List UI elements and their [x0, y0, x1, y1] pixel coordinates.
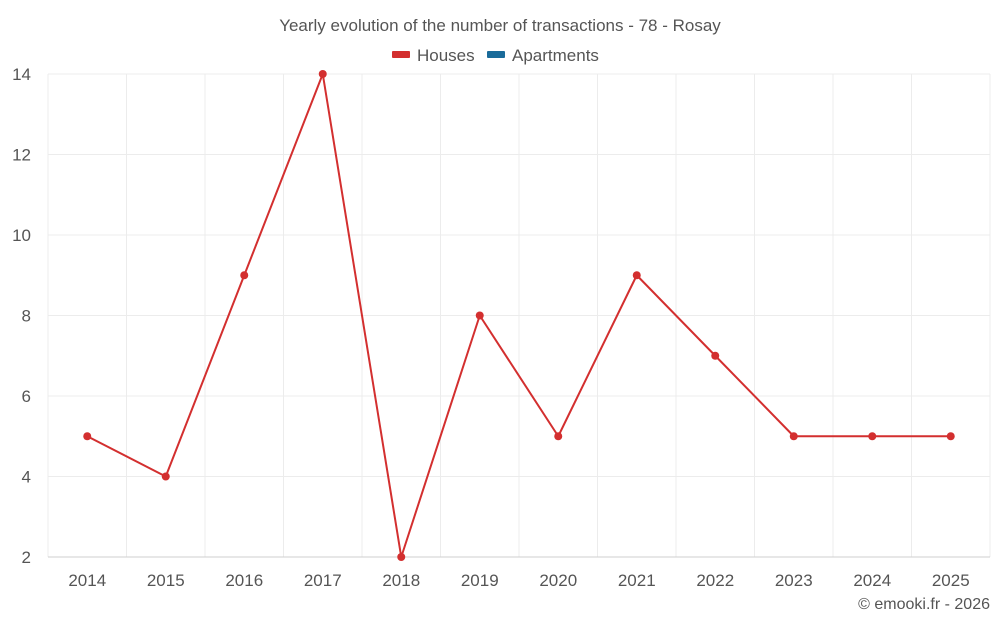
data-point-houses-2016[interactable]: [240, 271, 249, 280]
legend-item-houses[interactable]: Houses: [392, 46, 475, 65]
x-tick-label: 2020: [539, 571, 577, 590]
axes: 2 4 6 8 10 12 14 2014 2015 2016 2017 2018 2019 2020 20…: [12, 65, 990, 590]
x-tick-label: 2024: [853, 571, 891, 590]
y-tick-label: 6: [22, 387, 31, 406]
data-point-houses-2020[interactable]: [554, 432, 563, 441]
legend-item-apartments[interactable]: Apartments: [487, 46, 599, 65]
x-tick-label: 2016: [225, 571, 263, 590]
legend-swatch-apartments: [487, 51, 505, 58]
data-point-houses-2018[interactable]: [397, 553, 406, 561]
y-tick-label: 2: [22, 548, 31, 567]
x-tick-label: 2018: [382, 571, 420, 590]
legend: Houses Apartments: [392, 46, 599, 65]
y-tick-label: 14: [12, 65, 31, 84]
x-tick-label: 2015: [147, 571, 185, 590]
data-point-houses-2022[interactable]: [711, 351, 720, 360]
legend-label-apartments: Apartments: [512, 46, 599, 65]
footer-credit: © emooki.fr - 2026: [858, 596, 990, 613]
x-tick-label: 2017: [304, 571, 342, 590]
data-point-houses-2017[interactable]: [318, 70, 327, 78]
data-point-houses-2015[interactable]: [161, 472, 170, 481]
grid: [47, 73, 991, 557]
y-tick-label: 12: [12, 146, 31, 165]
data-point-houses-2019[interactable]: [475, 311, 484, 320]
x-tick-label: 2023: [775, 571, 813, 590]
data-point-houses-2014[interactable]: [83, 432, 92, 441]
y-tick-label: 8: [22, 307, 31, 326]
legend-swatch-houses: [392, 51, 410, 58]
series-line-houses: [86, 73, 951, 558]
x-tick-label: 2019: [461, 571, 499, 590]
x-tick-label: 2025: [932, 571, 970, 590]
legend-label-houses: Houses: [417, 46, 475, 65]
x-tick-label: 2022: [696, 571, 734, 590]
y-tick-label: 4: [22, 468, 31, 487]
y-tick-label: 10: [12, 226, 31, 245]
series-layer: [83, 70, 955, 561]
data-point-houses-2023[interactable]: [789, 432, 798, 441]
x-tick-label: 2021: [618, 571, 656, 590]
data-point-houses-2021[interactable]: [632, 271, 641, 280]
data-point-houses-2025[interactable]: [946, 432, 955, 441]
data-point-houses-2024[interactable]: [868, 432, 877, 441]
x-tick-label: 2014: [68, 571, 106, 590]
chart-title: Yearly evolution of the number of transa…: [279, 16, 721, 35]
